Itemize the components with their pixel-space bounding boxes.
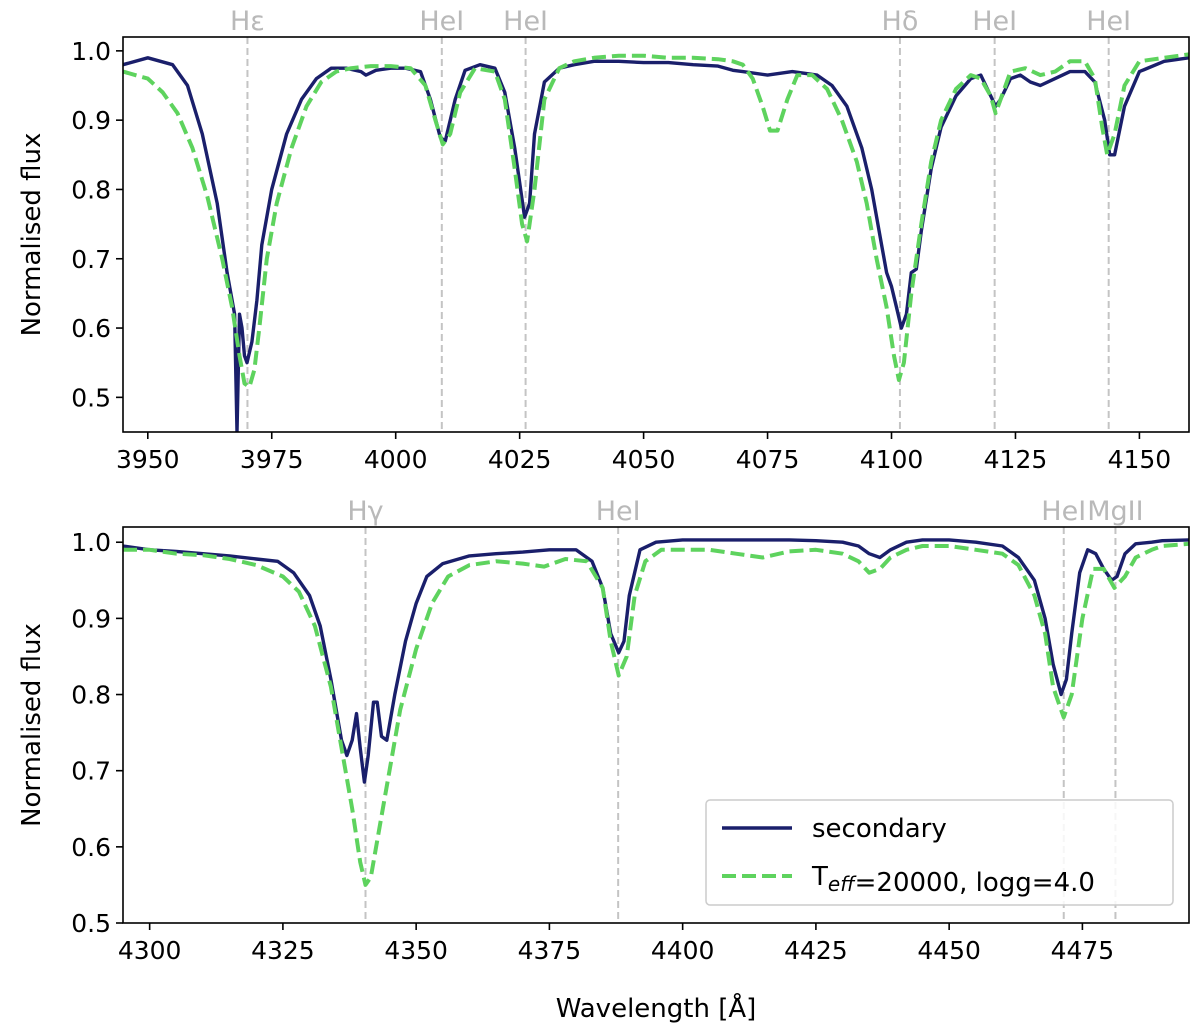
y-tick-label: 0.7 [71,245,111,274]
spectral-line-label: Hε [230,6,265,37]
y-tick-label: 0.8 [71,175,111,204]
axes-frame [122,36,1190,433]
legend-box [705,799,1174,906]
top-panel: Hε HeI HeI Hδ HeI HeI 3950 3975 4000 4025 4050 4075… [17,6,1190,474]
x-tick-label: 4000 [364,445,428,474]
y-axis-label: Normalised flux [17,133,47,337]
x-tick-label: 4400 [651,936,715,965]
y-axis-label: Normalised flux [17,623,47,827]
y-tick-label: 0.9 [71,106,111,135]
spectral-line-label: HeI [419,6,464,37]
x-tick-label: 3950 [116,445,180,474]
secondary-series-line [123,538,1189,784]
secondary-series-line [123,56,1189,432]
x-tick-label: 4075 [736,445,800,474]
y-tick-label: 0.9 [71,604,111,633]
y-tick-label: 0.6 [71,833,111,862]
series-group [123,538,1189,887]
model-series-line [123,541,1189,887]
x-tick-label: 4100 [860,445,924,474]
x-tick-label: 4050 [612,445,676,474]
spectral-line-label: MgII [1087,496,1143,527]
x-axis-label: Wavelength [Å] [556,992,757,1024]
spectral-line-label: HeI [1086,6,1131,37]
x-tick-label: 4300 [118,936,182,965]
x-tick-label: 3975 [240,445,304,474]
axes-frame [122,526,1190,924]
x-tick-label: 4475 [1051,936,1115,965]
y-tick-label: 1.0 [71,37,111,66]
y-tick-label: 1.0 [71,528,111,557]
legend-label: secondary [812,814,947,844]
spectral-line-label: HeI [1041,496,1086,527]
x-tick-label: 4375 [518,936,582,965]
legend-label: Teff=20000, logg=4.0 [811,862,1095,898]
x-tick-label: 4450 [917,936,981,965]
y-tick-label: 0.7 [71,757,111,786]
x-tick-label: 4025 [488,445,552,474]
model-series-line [123,52,1189,389]
y-tick-label: 0.5 [71,909,111,938]
spectral-line-label: Hγ [347,496,383,527]
x-tick-label: 4325 [251,936,315,965]
series-group [123,52,1189,432]
x-tick-label: 4125 [984,445,1048,474]
y-tick-label: 0.8 [71,681,111,710]
x-tick-label: 4350 [384,936,448,965]
y-tick-label: 0.5 [71,383,111,412]
spectral-line-label: HeI [596,496,641,527]
y-tick-label: 0.6 [71,314,111,343]
x-tick-label: 4425 [784,936,848,965]
x-tick-label: 4150 [1108,445,1172,474]
legend: secondary Teff=20000, logg=4.0 [705,799,1174,906]
spectral-line-label: HeI [503,6,548,37]
spectral-line-label: Hδ [882,6,919,37]
spectral-line-label: HeI [972,6,1017,37]
